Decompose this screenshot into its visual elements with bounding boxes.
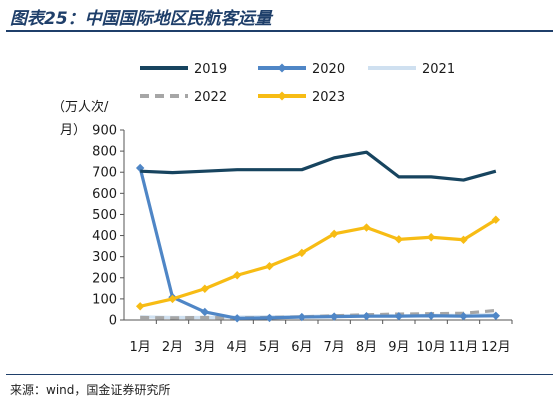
- series-2019-line: [140, 150, 497, 182]
- series-2020-point: [362, 312, 371, 321]
- x-tick-label: 9月: [388, 340, 409, 355]
- x-tick-label: 11月: [449, 340, 479, 355]
- legend-marker-2023: [277, 91, 287, 101]
- y-tick-label: 600: [92, 187, 117, 202]
- series-2023-point: [168, 294, 177, 304]
- series-2023-point: [200, 284, 210, 293]
- series-2020-point: [459, 312, 468, 321]
- y-tick-label: 0: [109, 314, 117, 329]
- legend-label-2019: 2019: [194, 62, 227, 77]
- series-2023-point: [491, 215, 501, 224]
- x-tick-label: 10月: [416, 340, 446, 355]
- source-note: 来源：wind，国金证券研究所: [10, 383, 171, 397]
- x-tick-label: 2月: [162, 340, 183, 355]
- series-2020-point: [297, 312, 307, 322]
- x-tick-label: 5月: [259, 340, 280, 355]
- series-2023-point: [297, 248, 307, 258]
- title-divider: [6, 30, 553, 32]
- series-2020-point: [426, 311, 436, 320]
- y-tick-label: 200: [92, 271, 117, 286]
- legend-label-2023: 2023: [312, 90, 345, 105]
- y-tick-label: 300: [92, 250, 117, 265]
- series-2020-point: [491, 311, 501, 320]
- series-2023-point: [362, 223, 371, 232]
- legend-label-2020: 2020: [312, 62, 345, 77]
- series-2023-line: [139, 218, 497, 308]
- legend-marker-2020: [277, 63, 287, 73]
- series-2023-point: [394, 235, 404, 244]
- series-2020-point: [200, 307, 210, 317]
- legend-label-2022: 2022: [194, 90, 227, 105]
- x-tick-label: 4月: [227, 340, 248, 355]
- series-2020-point: [329, 312, 339, 321]
- legend-label-2021: 2021: [422, 62, 455, 77]
- figure-title: 图表25：中国国际地区民航客运量: [10, 9, 272, 29]
- x-tick-label: 1月: [130, 340, 151, 355]
- series-2023-point: [329, 229, 339, 239]
- line-chart: 0 100 200 300 400 500 600 700 800 900 1月 2月 3月 4月 5月 6月…: [52, 62, 513, 355]
- y-tick-label: 100: [92, 292, 117, 307]
- series-2023-point: [135, 302, 145, 311]
- series-2023-point: [232, 271, 242, 280]
- series-2020-line: [138, 167, 496, 320]
- source-divider: [6, 374, 553, 375]
- series-2020-point: [394, 312, 404, 321]
- series-2023-point: [265, 261, 274, 271]
- series-2023-point: [459, 235, 468, 244]
- y-tick-label: 700: [92, 166, 117, 181]
- series-2023-point: [426, 233, 436, 242]
- y-axis-label: （万人次/月）: [52, 99, 109, 138]
- y-tick-label: 400: [92, 229, 117, 244]
- x-tick-label: 3月: [194, 340, 215, 355]
- y-tick-label: 500: [92, 208, 117, 223]
- y-tick-label: 800: [92, 145, 117, 160]
- x-tick-label: 12月: [481, 340, 511, 355]
- x-tick-label: 6月: [291, 340, 312, 355]
- y-tick-label: 900: [92, 124, 117, 139]
- series-2020-point: [232, 314, 242, 323]
- x-tick-label: 8月: [356, 340, 377, 355]
- x-tick-label: 7月: [324, 340, 345, 355]
- series-2020-point: [265, 313, 274, 323]
